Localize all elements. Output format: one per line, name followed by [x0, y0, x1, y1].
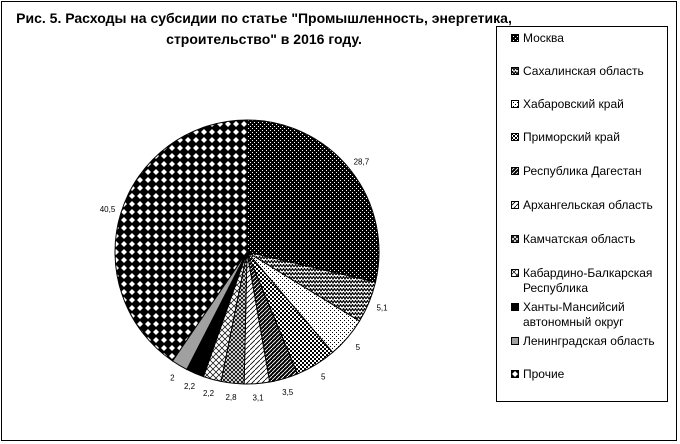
legend-item: Ленинградская область	[511, 334, 655, 349]
legend-label-line: Камчатская область	[523, 232, 636, 246]
pie-slices	[114, 119, 380, 385]
slice-data-label: 2,8	[225, 393, 237, 402]
legend-label: Камчатская область	[523, 232, 635, 247]
legend-item: Прочие	[511, 367, 564, 382]
legend-item: Москва	[511, 31, 564, 46]
legend-swatch	[511, 370, 519, 378]
slice-data-label: 2,2	[184, 382, 196, 391]
legend-label-line: Сахалинская область	[523, 64, 644, 78]
legend-swatch	[511, 34, 519, 42]
slice-data-label: 40,5	[100, 205, 116, 214]
legend-item: Приморский край	[511, 130, 620, 145]
legend-item: Кабардино-Балкарская Республика	[511, 266, 652, 296]
legend-label: Ленинградская область	[523, 334, 655, 349]
legend-item: Республика Дагестан	[511, 164, 642, 179]
legend-swatch	[511, 337, 519, 345]
legend-swatch	[511, 303, 519, 311]
legend-label-line: автономный округ	[523, 315, 624, 329]
slice-data-label: 2	[170, 374, 175, 383]
legend-item: Хабаровский край	[511, 97, 624, 112]
pie-slice	[114, 119, 248, 362]
legend: Москва Сахалинская область Хабаровский кра…	[496, 26, 668, 402]
legend-label-line: Кабардино-Балкарская	[523, 266, 653, 280]
legend-label-line: Приморский край	[523, 130, 620, 144]
legend-label: Сахалинская область	[523, 64, 644, 79]
chart-title: Рис. 5. Расходы на субсидии по статье "П…	[4, 8, 524, 50]
legend-label: Архангельская область	[523, 198, 653, 213]
slice-data-label: 28,7	[354, 157, 370, 166]
legend-label-line: Ханты-Мансийсий	[523, 300, 625, 314]
pie-data-labels: 28,7 5,1 5 5 3,5 3,1 2,8 2,2 2,2 2 40,5	[100, 157, 388, 402]
legend-label-line: Прочие	[523, 367, 565, 381]
slice-data-label: 5	[321, 373, 326, 382]
slice-data-label: 5	[356, 343, 361, 352]
legend-item: Сахалинская область	[511, 64, 644, 79]
chart-title-line-2: строительство" в 2016 году.	[166, 31, 362, 47]
legend-item: Камчатская область	[511, 232, 635, 247]
legend-swatch	[511, 100, 519, 108]
legend-item: Архангельская область	[511, 198, 653, 213]
legend-swatch	[511, 269, 519, 277]
legend-swatch	[511, 67, 519, 75]
slice-data-label: 2,2	[203, 389, 215, 398]
slice-data-label: 3,5	[282, 388, 294, 397]
legend-label: Москва	[523, 31, 564, 46]
legend-label: Ханты-Мансийсий автономный округ	[523, 300, 625, 330]
legend-label-line: Хабаровский край	[523, 97, 624, 111]
legend-label-line: Ленинградская область	[523, 334, 655, 348]
legend-swatch	[511, 201, 519, 209]
legend-label: Приморский край	[523, 130, 620, 145]
legend-swatch	[511, 133, 519, 141]
legend-swatch	[511, 235, 519, 243]
legend-label: Кабардино-Балкарская Республика	[523, 266, 652, 296]
legend-label-line: Республика Дагестан	[523, 164, 642, 178]
legend-label-line: Архангельская область	[523, 198, 653, 212]
legend-label: Прочие	[523, 367, 564, 382]
legend-label: Хабаровский край	[523, 97, 624, 112]
legend-item: Ханты-Мансийсий автономный округ	[511, 300, 625, 330]
legend-swatch	[511, 167, 519, 175]
chart-title-line-1: Рис. 5. Расходы на субсидии по статье "П…	[16, 10, 512, 26]
legend-label: Республика Дагестан	[523, 164, 642, 179]
slice-data-label: 3,1	[252, 394, 264, 403]
pie-slice	[246, 119, 380, 283]
legend-label-line: Республика	[523, 281, 589, 295]
slice-data-label: 5,1	[376, 304, 388, 313]
legend-label-line: Москва	[523, 31, 564, 45]
